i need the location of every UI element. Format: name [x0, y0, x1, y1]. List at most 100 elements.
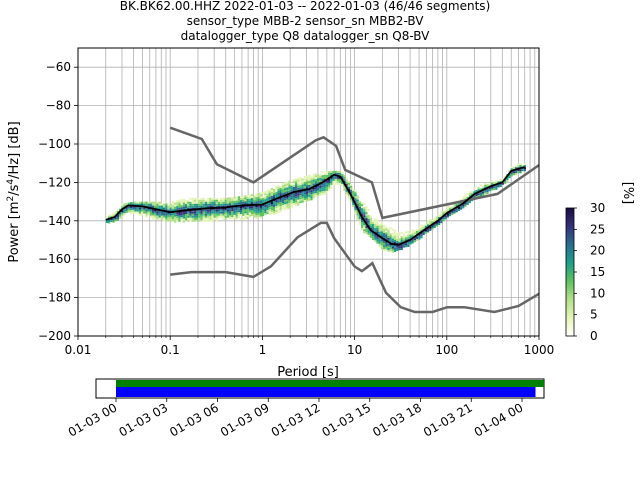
- psd-cell: [176, 220, 179, 223]
- psd-cell: [365, 220, 368, 223]
- psd-cell: [224, 203, 227, 206]
- psd-cell: [163, 219, 166, 222]
- psd-cell: [317, 174, 320, 177]
- psd-cell: [180, 219, 183, 222]
- psd-cell: [374, 223, 377, 226]
- psd-cell: [215, 203, 218, 206]
- psd-cell: [178, 211, 181, 214]
- psd-cell: [453, 209, 456, 212]
- psd-cell: [405, 235, 408, 238]
- psd-cell: [178, 207, 181, 210]
- psd-cell: [431, 219, 434, 222]
- psd-cell: [303, 198, 306, 201]
- psd-cell: [257, 200, 260, 203]
- psd-cell: [158, 213, 161, 216]
- psd-cell: [202, 213, 205, 216]
- psd-cell: [442, 217, 445, 220]
- psd-cell: [328, 182, 331, 185]
- psd-cell: [409, 240, 412, 243]
- psd-cell: [178, 199, 181, 202]
- psd-plot: 0.01 0.1 1 10 100 1000 −60−80−100−120−140−160…: [6, 47, 554, 380]
- psd-cell: [108, 221, 111, 224]
- psd-cell: [222, 215, 225, 218]
- psd-cell: [266, 210, 269, 213]
- psd-cell: [279, 186, 282, 188]
- psd-cell: [504, 179, 507, 182]
- psd-cell: [488, 187, 491, 190]
- psd-cell: [273, 205, 276, 207]
- psd-cell: [510, 166, 513, 169]
- psd-cell: [165, 215, 168, 218]
- psd-cell: [185, 216, 188, 219]
- psd-cell: [182, 216, 185, 219]
- psd-cell: [297, 199, 300, 202]
- psd-cell: [394, 249, 397, 252]
- psd-cell: [299, 193, 302, 196]
- psd-cell: [237, 202, 240, 205]
- psd-cell: [372, 220, 375, 223]
- psd-cell: [286, 199, 289, 202]
- psd-cell: [123, 213, 126, 216]
- psd-cell: [196, 203, 199, 206]
- psd-cell: [297, 181, 300, 184]
- psd-cell: [235, 212, 238, 215]
- psd-cell: [233, 206, 236, 209]
- psd-cell: [488, 183, 491, 186]
- psd-cell: [369, 227, 372, 230]
- psd-cell: [187, 207, 190, 210]
- psd-cell: [222, 201, 225, 204]
- psd-cell: [240, 208, 243, 211]
- psd-cell: [363, 213, 366, 216]
- psd-cell: [317, 192, 320, 195]
- psd-cell: [521, 165, 524, 168]
- psd-cell: [191, 199, 194, 202]
- psd-cell: [369, 217, 372, 220]
- psd-cell: [506, 180, 509, 182]
- psd-cell: [319, 193, 322, 196]
- psd-cell: [253, 205, 256, 208]
- psd-cell: [264, 197, 267, 200]
- psd-cell: [163, 211, 166, 214]
- psd-cell: [224, 201, 227, 204]
- psd-cell: [405, 237, 408, 240]
- psd-cell: [292, 187, 295, 189]
- psd-cell: [275, 186, 278, 188]
- psd-cell: [218, 215, 221, 218]
- psd-cell: [147, 205, 150, 208]
- psd-cell: [299, 179, 302, 182]
- psd-cell: [246, 217, 249, 219]
- psd-cell: [132, 209, 135, 212]
- psd-cell: [431, 225, 434, 228]
- psd-cell: [299, 195, 302, 198]
- psd-cell: [277, 210, 280, 213]
- psd-cell: [453, 205, 456, 208]
- psd-cell: [407, 236, 410, 239]
- psd-cell: [396, 237, 399, 239]
- psd-cell: [235, 218, 238, 221]
- psd-cell: [391, 232, 394, 235]
- psd-cell: [323, 182, 326, 185]
- psd-cell: [235, 208, 238, 211]
- psd-cell: [319, 177, 322, 180]
- psd-cell: [248, 214, 251, 217]
- psd-cell: [273, 195, 276, 197]
- psd-cell: [231, 217, 234, 220]
- psd-cell: [312, 193, 315, 196]
- psd-cell: [407, 230, 410, 233]
- psd-cell: [308, 194, 311, 197]
- psd-cell: [121, 212, 124, 215]
- psd-cell: [376, 225, 379, 228]
- psd-cell: [229, 201, 232, 204]
- psd-cell: [477, 187, 480, 190]
- psd-cell: [138, 209, 141, 212]
- psd-cell: [253, 211, 256, 214]
- psd-cell: [380, 233, 383, 236]
- psd-cell: [253, 201, 256, 204]
- psd-cell: [262, 196, 265, 199]
- psd-cell: [517, 165, 520, 168]
- psd-cell: [374, 227, 377, 230]
- psd-cell: [468, 193, 471, 196]
- psd-cell: [182, 220, 185, 223]
- psd-cell: [288, 198, 291, 201]
